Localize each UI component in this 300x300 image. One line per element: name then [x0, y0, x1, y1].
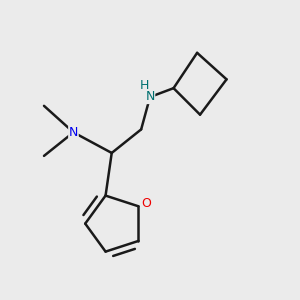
Text: N: N [145, 91, 155, 103]
Text: H: H [140, 79, 149, 92]
Text: O: O [141, 197, 151, 210]
Text: N: N [69, 126, 78, 139]
